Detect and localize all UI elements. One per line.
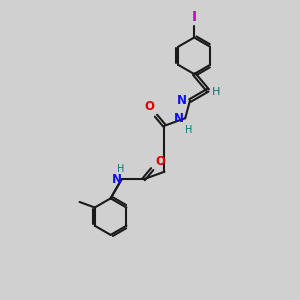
Text: O: O (145, 100, 154, 113)
Text: N: N (112, 173, 122, 186)
Text: H: H (185, 125, 192, 135)
Text: N: N (177, 94, 187, 107)
Text: H: H (212, 87, 220, 97)
Text: N: N (173, 112, 184, 125)
Text: O: O (156, 154, 166, 168)
Text: H: H (117, 164, 125, 174)
Text: I: I (192, 10, 197, 24)
